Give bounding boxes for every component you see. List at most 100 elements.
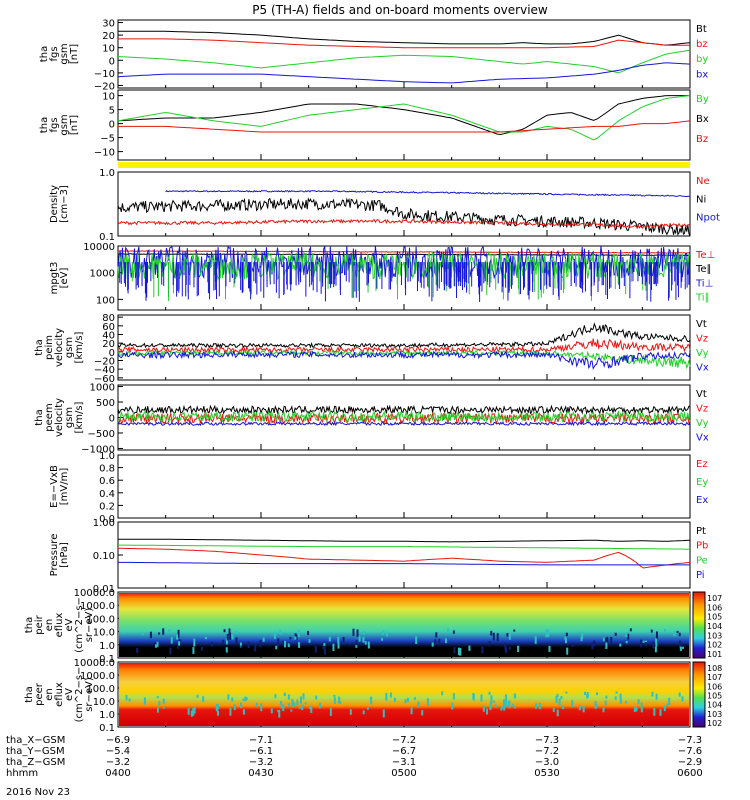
heatmap-speck — [393, 697, 396, 702]
heatmap-speck — [595, 704, 598, 709]
y-tick-label: −1000 — [81, 444, 115, 455]
heatmap-speck — [441, 691, 444, 696]
series-Vy — [117, 409, 691, 424]
heatmap-speck — [676, 630, 679, 634]
y-tick-label: 10.0 — [93, 697, 115, 708]
heatmap-speck — [552, 707, 555, 713]
legend-item: Ey — [696, 477, 708, 488]
heatmap-speck — [318, 702, 321, 709]
heatmap-speck — [481, 646, 484, 654]
heatmap-speck — [503, 699, 506, 706]
legend-item: Pe — [696, 555, 708, 566]
data-quality-bar — [118, 162, 690, 168]
heatmap-speck — [136, 647, 139, 654]
y-tick-label: 10 — [102, 92, 115, 103]
series-by — [117, 49, 691, 74]
heatmap-speck — [547, 629, 550, 638]
heatmap-speck — [293, 702, 296, 707]
x-axis-value: −7.3 — [678, 735, 702, 746]
panel-9: 10000.0 1000.0 100.0 10.0 1.0 0.1 tha peir en efl… — [24, 588, 722, 665]
y-axis-label-line: E=−VxB — [49, 465, 60, 508]
y-tick-label: −20 — [94, 357, 115, 368]
legend-item: by — [696, 54, 708, 65]
heatmap-speck — [625, 632, 628, 638]
heatmap-speck — [123, 631, 126, 635]
heatmap-speck — [490, 695, 493, 703]
heatmap-speck — [652, 641, 655, 649]
series-Ne — [117, 218, 691, 230]
heatmap-speck — [155, 644, 158, 648]
heatmap-speck — [170, 637, 173, 644]
legend-item: Vt — [696, 319, 707, 330]
heatmap-speck — [381, 638, 384, 641]
heatmap-speck — [663, 705, 666, 712]
heatmap-speck — [486, 708, 489, 715]
y-tick-label: 1000 — [90, 269, 115, 280]
legend-item: Ez — [696, 459, 708, 470]
heatmap-speck — [156, 641, 159, 647]
x-axis-row-label: tha_Z−GSM — [6, 757, 65, 768]
heatmap-speck — [452, 693, 455, 700]
heatmap-speck — [640, 708, 643, 713]
heatmap-speck — [655, 693, 658, 700]
y-tick-label: 100.0 — [86, 684, 115, 695]
series-bz — [118, 38, 690, 49]
heatmap-speck — [564, 636, 567, 640]
x-axis-row-label: hhmm — [6, 768, 38, 779]
colorbar-tick-label: 102 — [707, 719, 722, 728]
heatmap-speck — [278, 709, 281, 718]
colorbar-tick-label: 102 — [707, 641, 722, 650]
y-tick-label: 0.8 — [99, 464, 115, 475]
heatmap-speck — [556, 693, 559, 698]
heatmap-speck — [310, 706, 313, 713]
series-Bz — [118, 120, 691, 133]
panel-4: 10000 1000 100 mpgt3 [eV] Te⊥ Te∥ Ti⊥ Ti∥ — [49, 242, 715, 311]
heatmap-speck — [625, 700, 628, 704]
x-axis-value: −7.3 — [535, 735, 559, 746]
heatmap-speck — [505, 700, 508, 707]
legend-item: Ne — [696, 176, 710, 187]
legend-item: Vz — [696, 403, 708, 414]
y-tick-label: 20 — [102, 339, 115, 350]
y-axis-label-line: fgs — [49, 46, 60, 61]
heatmap-speck — [315, 695, 318, 700]
heatmap-speck — [619, 643, 622, 647]
y-tick-label: 20 — [102, 31, 115, 42]
heatmap-speck — [615, 691, 618, 694]
heatmap-speck — [681, 646, 684, 649]
heatmap-speck — [655, 642, 658, 647]
heatmap-speck — [503, 703, 506, 711]
series-By — [117, 95, 691, 141]
heatmap-speck — [619, 693, 622, 700]
colorbar — [692, 591, 706, 659]
heatmap-speck — [654, 646, 657, 653]
heatmap-speck — [489, 705, 492, 711]
heatmap-speck — [282, 704, 285, 712]
colorbar — [692, 661, 706, 728]
heatmap-speck — [283, 692, 286, 697]
y-axis-label-line: Density — [49, 185, 60, 223]
y-tick-label: 0 — [109, 120, 115, 131]
heatmap-speck — [659, 709, 662, 716]
heatmap-speck — [187, 707, 190, 715]
heatmap-speck — [229, 632, 232, 640]
heatmap-speck — [642, 640, 645, 643]
heatmap-speck — [382, 709, 385, 718]
heatmap-speck — [235, 637, 238, 645]
y-axis-label-line: (cm^2−s− — [74, 667, 85, 723]
heatmap-speck — [323, 646, 326, 655]
heatmap-speck — [513, 629, 516, 632]
series-Pi — [117, 561, 690, 566]
heatmap-speck — [355, 645, 358, 648]
heatmap-speck — [488, 691, 491, 696]
x-axis-value: 0530 — [534, 768, 559, 779]
y-axis-label-line: en — [44, 619, 55, 632]
y-axis-label-line: (cm^2−s− — [74, 597, 85, 653]
heatmap-speck — [493, 700, 496, 703]
x-axis-value: −3.2 — [106, 757, 130, 768]
heatmap-speck — [162, 628, 165, 635]
heatmap-speck — [296, 699, 299, 705]
legend-item: Vz — [696, 333, 708, 344]
heatmap-speck — [637, 699, 640, 705]
heatmap-speck — [382, 630, 385, 636]
